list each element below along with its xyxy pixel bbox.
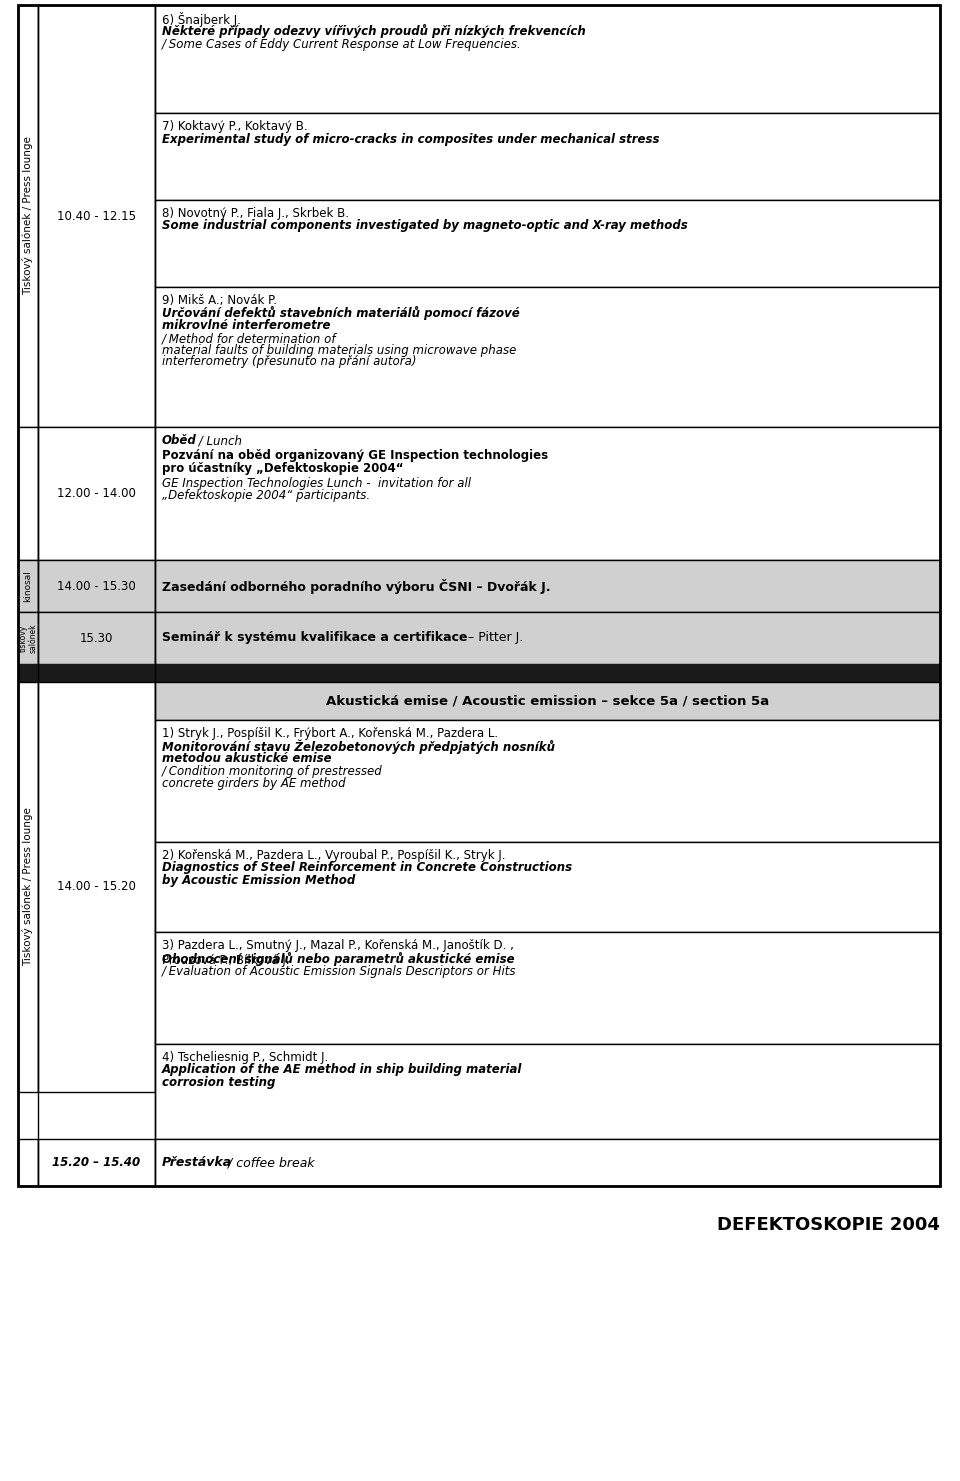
Text: / Method for determination of: / Method for determination of — [162, 333, 337, 345]
Text: DEFEKTOSKOPIE 2004: DEFEKTOSKOPIE 2004 — [717, 1216, 940, 1234]
Text: tiskový
salónek: tiskový salónek — [18, 624, 37, 653]
Bar — [18, 560, 38, 612]
Bar — [38, 1139, 155, 1186]
Text: by Acoustic Emission Method: by Acoustic Emission Method — [162, 874, 355, 887]
Text: 7) Koktavý P., Koktavý B.: 7) Koktavý P., Koktavý B. — [162, 120, 307, 133]
Text: Určování defektů stavebních materiálů pomocí fázové: Určování defektů stavebních materiálů po… — [162, 307, 519, 320]
Text: Ohodnocení signálů nebo parametrů akustické emise: Ohodnocení signálů nebo parametrů akusti… — [162, 951, 515, 966]
Text: 6) Šnajberk J.: 6) Šnajberk J. — [162, 12, 241, 27]
Text: 15.20 – 15.40: 15.20 – 15.40 — [53, 1157, 140, 1169]
Text: 9) Mikš A.; Novák P.: 9) Mikš A.; Novák P. — [162, 295, 277, 307]
Text: Application of the AE method in ship building material: Application of the AE method in ship bui… — [162, 1063, 522, 1077]
Text: 10.40 - 12.15: 10.40 - 12.15 — [57, 209, 136, 222]
Bar — [38, 612, 155, 663]
Text: / Condition monitoring of prestressed: / Condition monitoring of prestressed — [162, 766, 383, 779]
Text: 15.30: 15.30 — [80, 631, 113, 644]
Bar — [155, 427, 940, 560]
Bar — [18, 1139, 38, 1186]
Text: concrete girders by AE method: concrete girders by AE method — [162, 778, 346, 789]
Bar — [18, 681, 38, 1091]
Bar — [155, 200, 940, 287]
Bar — [155, 1044, 940, 1139]
Text: metodou akustické emise: metodou akustické emise — [162, 752, 331, 766]
Text: Pozvání na oběd organizovaný GE Inspection technologies: Pozvání na oběd organizovaný GE Inspecti… — [162, 450, 548, 462]
Text: Tiskový salónek / Press lounge: Tiskový salónek / Press lounge — [22, 807, 34, 967]
Text: Some industrial components investigated by magneto-optic and X-ray methods: Some industrial components investigated … — [162, 219, 687, 233]
Text: 12.00 - 14.00: 12.00 - 14.00 — [57, 487, 136, 501]
Text: Diagnostics of Steel Reinforcement in Concrete Constructions: Diagnostics of Steel Reinforcement in Co… — [162, 862, 572, 874]
Bar — [18, 4, 38, 427]
Bar — [155, 560, 940, 612]
Text: kinosal: kinosal — [23, 570, 33, 601]
Text: 2) Kořenská M., Pazdera L., Vyroubal P., Pospíšil K., Stryk J.: 2) Kořenská M., Pazdera L., Vyroubal P.,… — [162, 849, 506, 862]
Bar — [155, 720, 940, 843]
Bar — [18, 4, 940, 1186]
Bar — [155, 843, 940, 932]
Text: Seminář k systému kvalifikace a certifikace: Seminář k systému kvalifikace a certifik… — [162, 631, 468, 644]
Text: 14.00 - 15.30: 14.00 - 15.30 — [58, 579, 136, 592]
Text: 14.00 - 15.20: 14.00 - 15.20 — [57, 881, 136, 893]
Bar — [38, 4, 155, 427]
Text: 8) Novotný P., Fiala J., Skrbek B.: 8) Novotný P., Fiala J., Skrbek B. — [162, 207, 349, 221]
Bar — [155, 4, 940, 113]
Text: Oběd: Oběd — [162, 434, 197, 447]
Bar — [155, 1139, 940, 1186]
Bar — [155, 681, 940, 720]
Text: Experimental study of micro-cracks in composites under mechanical stress: Experimental study of micro-cracks in co… — [162, 132, 660, 145]
Bar — [18, 427, 38, 560]
Text: Tiskový salónek / Press lounge: Tiskový salónek / Press lounge — [22, 136, 34, 295]
Text: Zasedání odborného poradního výboru ČSNI – Dvořák J.: Zasedání odborného poradního výboru ČSNI… — [162, 579, 550, 594]
Text: GE Inspection Technologies Lunch -  invitation for all: GE Inspection Technologies Lunch - invit… — [162, 477, 471, 490]
Bar — [155, 113, 940, 200]
Text: corrosion testing: corrosion testing — [162, 1077, 276, 1089]
Bar — [155, 932, 940, 1044]
Text: – Pitter J.: – Pitter J. — [464, 631, 523, 644]
Text: material faults of building materials using microwave phase: material faults of building materials us… — [162, 344, 516, 357]
Text: / Lunch: / Lunch — [195, 434, 242, 447]
Text: Monitorování stavu Železobetonových předpjatých nosníků: Monitorování stavu Železobetonových před… — [162, 739, 555, 754]
Bar — [38, 681, 155, 1091]
Text: 1) Stryk J., Pospíšil K., Frýbort A., Kořenská M., Pazdera L.: 1) Stryk J., Pospíšil K., Frýbort A., Ko… — [162, 727, 498, 740]
Text: „Defektoskopie 2004“ participants.: „Defektoskopie 2004“ participants. — [162, 489, 371, 502]
Bar — [155, 612, 940, 663]
Text: pro účastníky „Defektoskopie 2004“: pro účastníky „Defektoskopie 2004“ — [162, 462, 403, 475]
Text: / Some Cases of Eddy Current Response at Low Frequencies.: / Some Cases of Eddy Current Response at… — [162, 39, 521, 50]
Text: 3) Pazdera L., Smutný J., Mazal P., Kořenská M., Janoštík D. ,
Prouzová P., Bílk: 3) Pazdera L., Smutný J., Mazal P., Koře… — [162, 939, 514, 967]
Text: mikrovlné interferometre: mikrovlné interferometre — [162, 318, 330, 332]
Bar — [38, 427, 155, 560]
Text: Některé případy odezvy vířivých proudů při nízkých frekvencích: Některé případy odezvy vířivých proudů p… — [162, 25, 586, 39]
Bar — [18, 663, 940, 681]
Bar — [155, 287, 940, 427]
Text: Akustická emise / Acoustic emission – sekce 5a / section 5a: Akustická emise / Acoustic emission – se… — [326, 695, 769, 708]
Text: Přestávka: Přestávka — [162, 1157, 232, 1169]
Bar — [38, 560, 155, 612]
Text: interferometry (přesunuto na přání autora): interferometry (přesunuto na přání autor… — [162, 355, 417, 369]
Text: / coffee break: / coffee break — [224, 1157, 315, 1169]
Text: / Evaluation of Acoustic Emission Signals Descriptors or Hits: / Evaluation of Acoustic Emission Signal… — [162, 966, 516, 977]
Bar — [18, 612, 38, 663]
Text: 4) Tscheliesnig P., Schmidt J.: 4) Tscheliesnig P., Schmidt J. — [162, 1052, 328, 1063]
